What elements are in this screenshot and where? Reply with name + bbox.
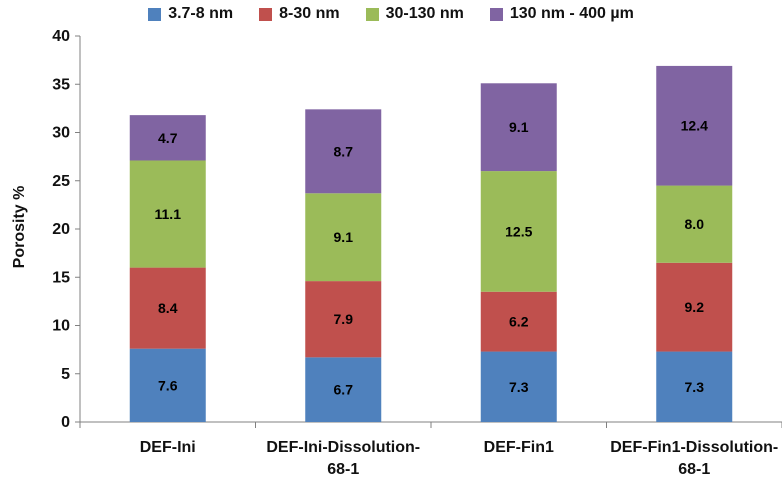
- y-tick-label: 5: [61, 366, 70, 383]
- legend-item-30-130-nm: 30-130 nm: [365, 5, 464, 23]
- bar-segment-30-130-nm-def-fin1: [480, 171, 557, 292]
- data-label: 12.5: [505, 223, 532, 239]
- bar-segment-8-30-nm-def-fin1-dissolution-68-1: [656, 262, 733, 352]
- data-label: 9.1: [509, 119, 529, 135]
- data-label: 7.9: [334, 311, 354, 327]
- legend-swatch: [148, 7, 162, 21]
- bar-segment-3-7-8-nm-def-fin1-dissolution-68-1: [656, 351, 733, 422]
- legend-label: 3.7-8 nm: [168, 5, 234, 22]
- bar-segment-130-nm-400-m-def-ini: [129, 115, 206, 161]
- data-label: 8.0: [685, 216, 705, 232]
- x-tick-label: DEF-Fin1-Dissolution-: [610, 439, 778, 456]
- x-tick-label: 68-1: [327, 461, 359, 478]
- y-tick-label: 20: [52, 221, 70, 238]
- bar-segment-8-30-nm-def-ini-dissolution-68-1: [305, 281, 382, 358]
- x-tick-label: DEF-Fin1: [484, 439, 554, 456]
- data-label: 12.4: [681, 118, 708, 134]
- x-tick-label: DEF-Ini-Dissolution-: [266, 439, 420, 456]
- data-label: 9.2: [685, 299, 705, 315]
- data-label: 7.6: [158, 377, 178, 393]
- legend-swatch: [365, 7, 379, 21]
- legend-swatch: [259, 7, 273, 21]
- y-tick-label: 10: [52, 318, 70, 335]
- bar-segment-3-7-8-nm-def-ini: [129, 348, 206, 422]
- data-label: 6.7: [334, 382, 354, 398]
- bar-segment-130-nm-400-m-def-fin1: [480, 83, 557, 172]
- y-tick-label: 40: [52, 28, 70, 45]
- y-tick-label: 0: [61, 414, 70, 431]
- bar-segment-130-nm-400-m-def-ini-dissolution-68-1: [305, 109, 382, 194]
- chart-legend: 3.7-8 nm 8-30 nm 30-130 nm 130 nm - 400 µm: [0, 3, 782, 25]
- y-tick-label: 30: [52, 125, 70, 142]
- bar-segment-8-30-nm-def-ini: [129, 267, 206, 349]
- data-label: 8.4: [158, 300, 178, 316]
- bar-segment-3-7-8-nm-def-fin1: [480, 351, 557, 422]
- bar-segment-130-nm-400-m-def-fin1-dissolution-68-1: [656, 65, 733, 186]
- legend-item-3-7-8-nm: 3.7-8 nm: [148, 5, 233, 23]
- x-tick-label: 68-1: [678, 461, 710, 478]
- bar-segment-30-130-nm-def-ini-dissolution-68-1: [305, 193, 382, 282]
- legend-swatch: [489, 7, 503, 21]
- data-label: 7.3: [509, 379, 529, 395]
- data-label: 6.2: [509, 314, 529, 330]
- data-label: 8.7: [334, 143, 354, 159]
- bar-segment-3-7-8-nm-def-ini-dissolution-68-1: [305, 357, 382, 422]
- bar-segment-8-30-nm-def-fin1: [480, 291, 557, 352]
- bar-segment-30-130-nm-def-ini: [129, 160, 206, 268]
- x-tick-label: DEF-Ini: [140, 439, 196, 456]
- bar-segment-30-130-nm-def-fin1-dissolution-68-1: [656, 185, 733, 263]
- data-label: 4.7: [158, 130, 178, 146]
- data-label: 11.1: [155, 206, 182, 222]
- y-tick-label: 35: [52, 76, 70, 93]
- data-label: 7.3: [685, 379, 705, 395]
- legend-label: 8-30 nm: [279, 5, 340, 22]
- y-tick-label: 15: [52, 269, 70, 286]
- legend-label: 30-130 nm: [385, 5, 464, 22]
- legend-item-130-nm-400-m: 130 nm - 400 µm: [489, 5, 634, 23]
- legend-item-8-30-nm: 8-30 nm: [259, 5, 340, 23]
- data-label: 9.1: [334, 229, 354, 245]
- y-tick-label: 25: [52, 173, 70, 190]
- legend-label: 130 nm - 400 µm: [509, 5, 634, 22]
